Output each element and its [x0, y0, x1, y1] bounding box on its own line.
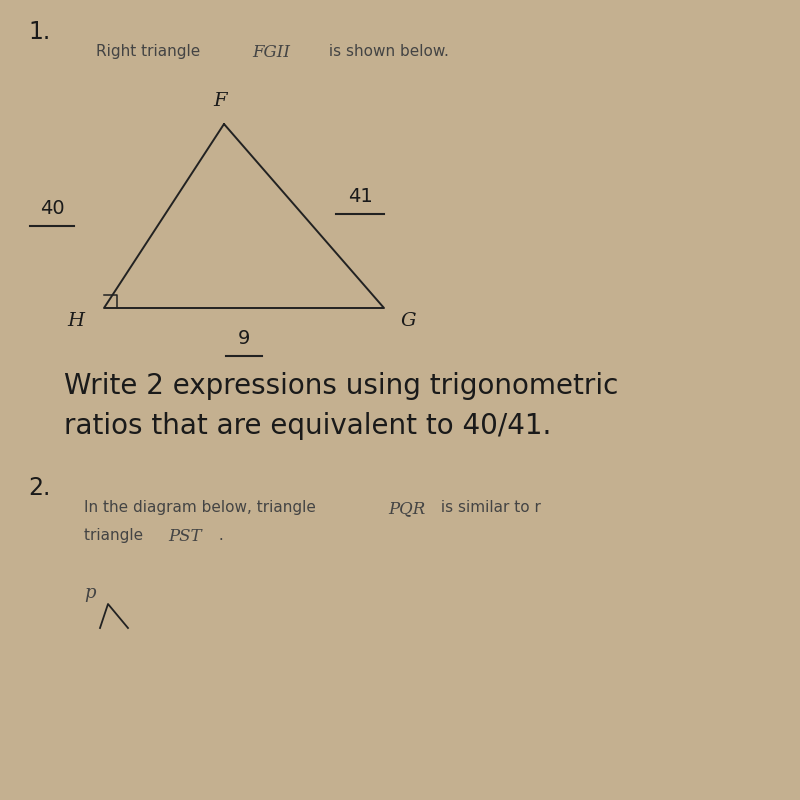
- Text: H: H: [67, 312, 85, 330]
- Text: triangle: triangle: [84, 528, 148, 543]
- Text: is shown below.: is shown below.: [324, 44, 449, 59]
- Text: FGII: FGII: [252, 44, 290, 61]
- Text: is similar to r: is similar to r: [436, 500, 541, 515]
- Text: 40: 40: [40, 198, 64, 218]
- Text: 41: 41: [348, 186, 372, 206]
- Text: G: G: [400, 312, 416, 330]
- Text: ratios that are equivalent to 40/41.: ratios that are equivalent to 40/41.: [64, 412, 551, 440]
- Text: Write 2 expressions using trigonometric: Write 2 expressions using trigonometric: [64, 372, 618, 400]
- Text: 2.: 2.: [28, 476, 50, 500]
- Text: 1.: 1.: [28, 20, 50, 44]
- Text: F: F: [214, 92, 226, 110]
- Text: PQR: PQR: [388, 500, 426, 517]
- Text: .: .: [214, 528, 224, 543]
- Text: Right triangle: Right triangle: [96, 44, 205, 59]
- Text: 9: 9: [238, 329, 250, 348]
- Text: In the diagram below, triangle: In the diagram below, triangle: [84, 500, 321, 515]
- Text: p: p: [84, 584, 95, 602]
- Text: PST: PST: [168, 528, 202, 545]
